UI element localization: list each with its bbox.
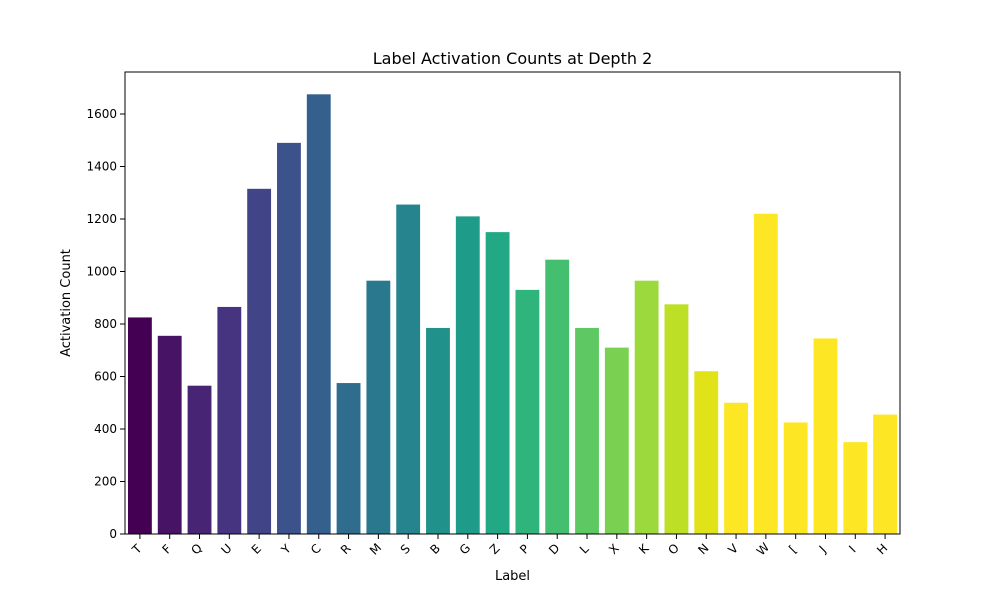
- bar-p: [515, 289, 540, 534]
- bar-w: [753, 213, 778, 534]
- x-tick-label: B: [427, 541, 443, 557]
- x-tick-label: H: [874, 541, 890, 557]
- y-tick-label: 400: [94, 422, 117, 436]
- bar-r: [336, 383, 361, 534]
- y-tick-label: 1400: [86, 160, 117, 174]
- bar-t: [127, 317, 152, 534]
- x-tick-label: C: [308, 541, 324, 557]
- x-tick-label: Y: [278, 541, 294, 557]
- x-tick-label: O: [665, 541, 682, 558]
- bar-b: [426, 327, 450, 534]
- y-tick-label: 1000: [86, 265, 117, 279]
- bar-v: [724, 402, 748, 534]
- bar-y: [277, 142, 301, 534]
- bar-d: [545, 259, 570, 534]
- bar-bracket: [783, 422, 808, 534]
- x-tick-label: U: [218, 541, 234, 557]
- y-tick-label: 600: [94, 370, 117, 384]
- x-axis: T F Q U E Y C R M S B G Z P D L X K O N V W [ J I H: [129, 534, 890, 558]
- x-tick-label: W: [754, 540, 772, 558]
- bar-x: [604, 347, 629, 534]
- x-tick-label: N: [695, 541, 711, 557]
- x-tick-label: F: [159, 542, 174, 557]
- x-tick-label: E: [249, 542, 264, 557]
- bar-z: [485, 232, 510, 534]
- bar-n: [694, 371, 719, 534]
- y-tick-label: 200: [94, 475, 117, 489]
- x-axis-label: Label: [495, 569, 530, 584]
- y-tick-label: 1200: [86, 212, 117, 226]
- x-tick-label: J: [816, 543, 829, 556]
- bar-i: [843, 442, 868, 534]
- x-tick-label: D: [546, 541, 562, 557]
- bar-j: [813, 338, 838, 534]
- y-tick-label: 0: [109, 527, 117, 541]
- x-tick-label: I: [846, 543, 858, 555]
- x-tick-label: [: [786, 543, 799, 556]
- x-tick-label: K: [636, 541, 652, 557]
- bar-q: [187, 385, 212, 534]
- x-tick-label: V: [725, 541, 741, 557]
- bar-m: [366, 280, 391, 534]
- x-tick-label: R: [338, 541, 354, 557]
- x-tick-label: Q: [188, 541, 205, 558]
- bar-g: [455, 216, 480, 534]
- bars-group: [127, 94, 898, 534]
- chart-title: Label Activation Counts at Depth 2: [373, 49, 653, 68]
- x-tick-label: Z: [487, 541, 503, 557]
- x-tick-label: T: [129, 541, 145, 557]
- x-tick-label: P: [517, 542, 532, 557]
- y-tick-label: 800: [94, 317, 117, 331]
- plot-frame: [124, 71, 901, 535]
- bar-k: [634, 280, 659, 534]
- bar-s: [396, 204, 421, 534]
- y-tick-label: 1600: [86, 107, 117, 121]
- x-tick-label: X: [606, 541, 622, 557]
- x-tick-label: G: [457, 541, 473, 557]
- bar-l: [575, 327, 599, 534]
- y-axis-label: Activation Count: [59, 249, 74, 357]
- x-tick-label: L: [577, 542, 592, 557]
- bar-h: [873, 414, 898, 534]
- bar-o: [664, 304, 689, 534]
- y-axis: 0 200 400 600 800 1000 1200 1400 1600: [86, 107, 125, 541]
- x-tick-label: S: [398, 542, 413, 557]
- bar-f: [157, 335, 182, 534]
- bar-e: [247, 188, 272, 534]
- bar-c: [306, 94, 331, 534]
- bar-u: [217, 306, 242, 534]
- x-tick-label: M: [367, 541, 384, 558]
